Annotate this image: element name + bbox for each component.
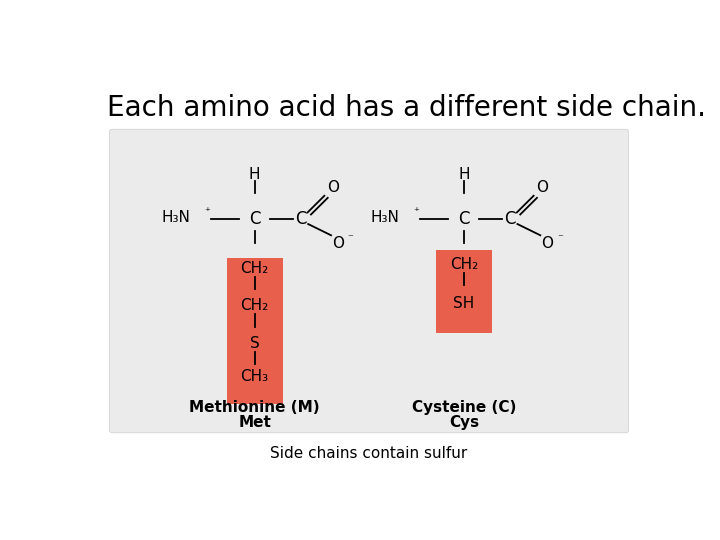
Text: ⁺: ⁺	[413, 207, 419, 218]
Text: ⁻: ⁻	[557, 234, 563, 244]
Text: ⁺: ⁺	[204, 207, 210, 218]
Text: CH₂: CH₂	[240, 261, 269, 276]
Text: CH₃: CH₃	[240, 369, 269, 384]
Text: C: C	[458, 210, 469, 228]
Text: H₃N: H₃N	[371, 210, 400, 225]
FancyBboxPatch shape	[109, 129, 629, 433]
FancyBboxPatch shape	[227, 258, 282, 404]
Text: C: C	[249, 210, 261, 228]
Text: Met: Met	[238, 415, 271, 430]
Text: O: O	[541, 236, 554, 251]
Text: CH₂: CH₂	[450, 257, 478, 272]
Text: Side chains contain sulfur: Side chains contain sulfur	[271, 446, 467, 461]
Text: ⁻: ⁻	[348, 234, 354, 244]
Text: Cysteine (C): Cysteine (C)	[412, 400, 516, 415]
Text: C: C	[505, 210, 516, 228]
Text: O: O	[536, 180, 549, 195]
Text: C: C	[295, 210, 307, 228]
Text: H: H	[458, 167, 469, 183]
Text: CH₂: CH₂	[240, 299, 269, 313]
Text: SH: SH	[453, 296, 474, 312]
Text: Each amino acid has a different side chain.: Each amino acid has a different side cha…	[107, 94, 706, 122]
Text: Cys: Cys	[449, 415, 479, 430]
Text: H₃N: H₃N	[161, 210, 190, 225]
Text: O: O	[328, 180, 339, 195]
FancyBboxPatch shape	[436, 250, 492, 333]
Text: O: O	[333, 236, 344, 251]
Text: S: S	[250, 336, 259, 351]
Text: H: H	[249, 167, 261, 183]
Text: Methionine (M): Methionine (M)	[189, 400, 320, 415]
